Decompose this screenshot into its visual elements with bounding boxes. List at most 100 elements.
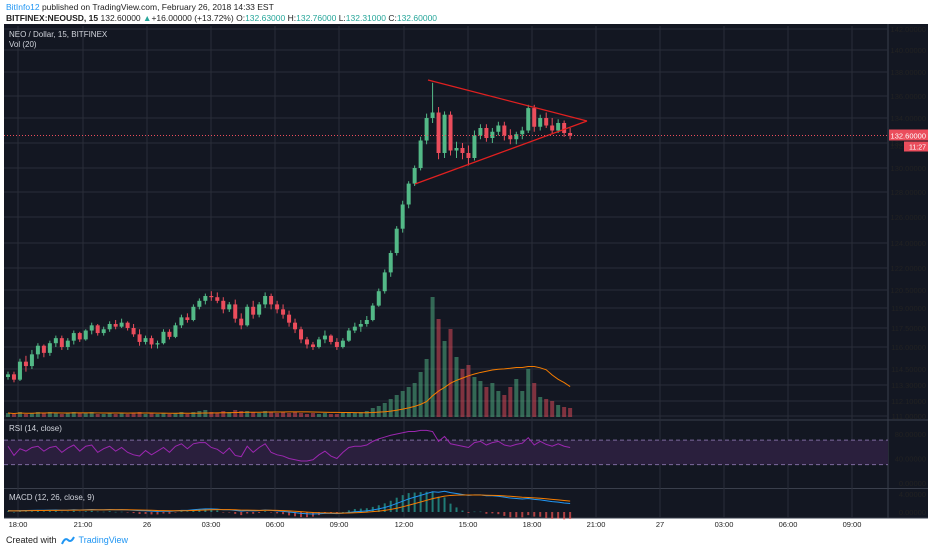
volume-bar	[466, 365, 471, 417]
volume-bar	[544, 399, 549, 417]
candle-body	[125, 322, 130, 328]
candle-body	[77, 333, 82, 340]
change-value: +16.00000 (+13.72%)	[151, 13, 234, 23]
volume-bar	[496, 391, 501, 417]
countdown-label: 11:27	[909, 145, 926, 152]
price-tick-label: 124.00000	[891, 239, 926, 248]
volume-bar	[173, 413, 178, 417]
time-tick-label: 03:00	[715, 520, 734, 529]
time-tick-label: 26	[143, 520, 151, 529]
macd-histogram-bar	[180, 511, 183, 512]
candle-body	[143, 338, 148, 342]
macd-histogram-bar	[341, 512, 344, 513]
macd-histogram-bar	[18, 511, 21, 512]
macd-histogram-bar	[413, 492, 416, 512]
rsi-tick-label: 0.00000	[899, 479, 926, 488]
partial-tick-label: 132.	[890, 142, 905, 151]
volume-bar	[568, 408, 573, 417]
volume-bar	[119, 413, 124, 417]
volume-bar	[47, 412, 52, 417]
macd-histogram-bar	[36, 510, 39, 512]
macd-histogram-bar	[443, 497, 446, 512]
macd-histogram-bar	[126, 512, 129, 513]
macd-histogram-bar	[306, 512, 308, 518]
candle-body	[436, 112, 441, 153]
macd-histogram-bar	[7, 511, 9, 512]
macd-histogram-bar	[539, 512, 542, 517]
last-price: 132.60000	[100, 13, 141, 23]
macd-histogram-bar	[156, 512, 159, 515]
macd-histogram-bar	[48, 511, 51, 512]
macd-histogram-bar	[168, 512, 171, 514]
macd-histogram-bar	[437, 496, 440, 512]
macd-signal-line	[8, 494, 571, 514]
macd-histogram-bar	[210, 509, 213, 512]
candle-body	[107, 324, 112, 330]
symbol-label: BITFINEX:NEOUSD, 15	[6, 13, 99, 23]
candle-body	[275, 304, 280, 310]
candle-body	[376, 291, 381, 306]
tradingview-brand-link[interactable]: TradingView	[78, 535, 129, 545]
volume-bar	[436, 319, 441, 417]
macd-tick-label: 4.00000	[899, 490, 926, 499]
candle-body	[454, 148, 459, 151]
candle-body	[520, 130, 525, 135]
time-tick-label: 21:00	[74, 520, 93, 529]
candle-body	[316, 339, 321, 347]
volume-bar	[227, 412, 232, 417]
candle-body	[406, 183, 411, 205]
countdown-tag	[904, 141, 928, 152]
macd-histogram-bar	[455, 507, 458, 512]
macd-histogram-bar	[449, 503, 452, 512]
candle-body	[89, 325, 94, 331]
candle-body	[149, 338, 154, 345]
volume-bar	[484, 387, 489, 417]
volume-bar	[107, 413, 112, 417]
macd-histogram-bar	[138, 512, 141, 515]
volume-bar	[281, 412, 286, 417]
macd-histogram-bar	[150, 512, 153, 515]
candle-body	[442, 114, 447, 153]
candle-body	[131, 328, 136, 335]
macd-histogram-bar	[389, 500, 392, 512]
volume-bar	[418, 372, 423, 417]
candle-body	[239, 318, 244, 326]
candle-body	[322, 335, 327, 340]
candle-body	[305, 339, 309, 345]
author-link[interactable]: BitInfo12	[6, 2, 40, 12]
candle-body	[167, 331, 172, 337]
last-price-tag	[889, 129, 928, 141]
volume-bar	[257, 413, 262, 417]
macd-histogram-bar	[144, 512, 147, 514]
trading-chart[interactable]: 142.00000 140.00000 138.00000 136.00000 134.…	[0, 24, 932, 532]
candle-body	[550, 125, 555, 131]
macd-histogram-bar	[216, 510, 219, 512]
candle-body	[484, 128, 489, 138]
candle-body	[556, 123, 561, 131]
time-tick-label: 09:00	[843, 520, 862, 529]
volume-bar	[299, 413, 304, 417]
volume-bar	[550, 401, 555, 417]
candle-body	[293, 322, 298, 330]
candle-body	[472, 135, 477, 158]
macd-histogram-bar	[132, 512, 135, 514]
volume-bar	[17, 412, 22, 417]
volume-bar	[83, 413, 88, 417]
candle-body	[370, 305, 375, 320]
time-tick-label: 09:00	[330, 520, 349, 529]
candle-body	[203, 296, 208, 301]
volume-bar	[197, 411, 202, 417]
price-tick-label: 122.00000	[891, 264, 926, 273]
candle-body	[394, 228, 399, 253]
price-tick-label: 111.00000	[892, 412, 926, 421]
macd-histogram-bar	[557, 512, 560, 519]
candle-body	[508, 135, 513, 140]
macd-histogram-bar	[503, 512, 506, 516]
macd-histogram-bar	[12, 512, 15, 513]
candle-body	[41, 345, 46, 353]
candle-body	[257, 304, 262, 315]
ohlc-line: BITFINEX:NEOUSD, 15 132.60000 ▲+16.00000…	[6, 13, 437, 23]
volume-bar	[358, 412, 363, 417]
macd-histogram-bar	[359, 508, 362, 512]
macd-histogram-bar	[234, 512, 237, 514]
